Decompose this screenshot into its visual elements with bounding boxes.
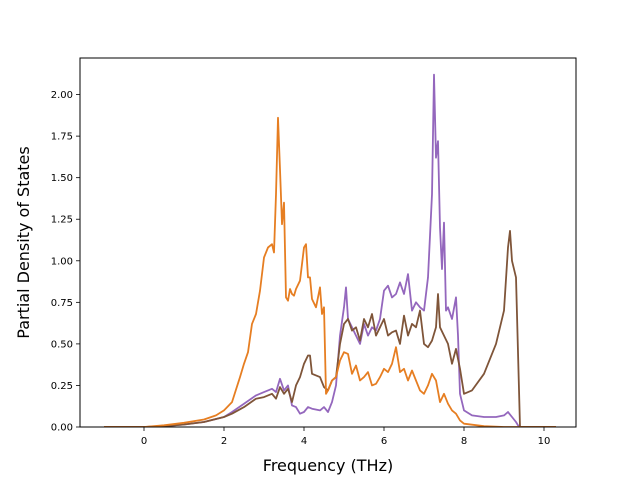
y-tick-label: 1.00	[51, 256, 73, 267]
series-line-1	[104, 73, 556, 427]
x-tick-label: 10	[538, 436, 551, 447]
x-tick-label: 8	[461, 436, 467, 447]
y-axis-label: Partial Density of States	[14, 146, 33, 338]
series-line-2	[104, 229, 556, 427]
y-tick-label: 0.75	[51, 298, 73, 309]
series-line-3	[104, 116, 556, 427]
y-axis-ticks: 0.00 0.25 0.50 0.75 1.00 1.25 1.50 1.75 2.00	[51, 90, 80, 434]
y-tick-label: 0.25	[51, 381, 73, 392]
y-tick-label: 0.50	[51, 339, 73, 350]
y-tick-label: 0.00	[51, 423, 73, 434]
x-tick-label: 2	[221, 436, 227, 447]
y-tick-label: 1.50	[51, 173, 73, 184]
plot-frame	[79, 57, 577, 428]
x-tick-label: 4	[301, 436, 307, 447]
y-tick-label: 1.25	[51, 215, 73, 226]
y-tick-label: 1.75	[51, 132, 73, 143]
x-tick-label: 6	[381, 436, 387, 447]
y-tick-label: 2.00	[51, 90, 73, 101]
x-axis-ticks: 0 2 4 6 8 10	[141, 427, 551, 447]
x-axis-label: Frequency (THz)	[263, 456, 393, 475]
series-layer	[104, 73, 556, 427]
x-tick-label: 0	[141, 436, 147, 447]
